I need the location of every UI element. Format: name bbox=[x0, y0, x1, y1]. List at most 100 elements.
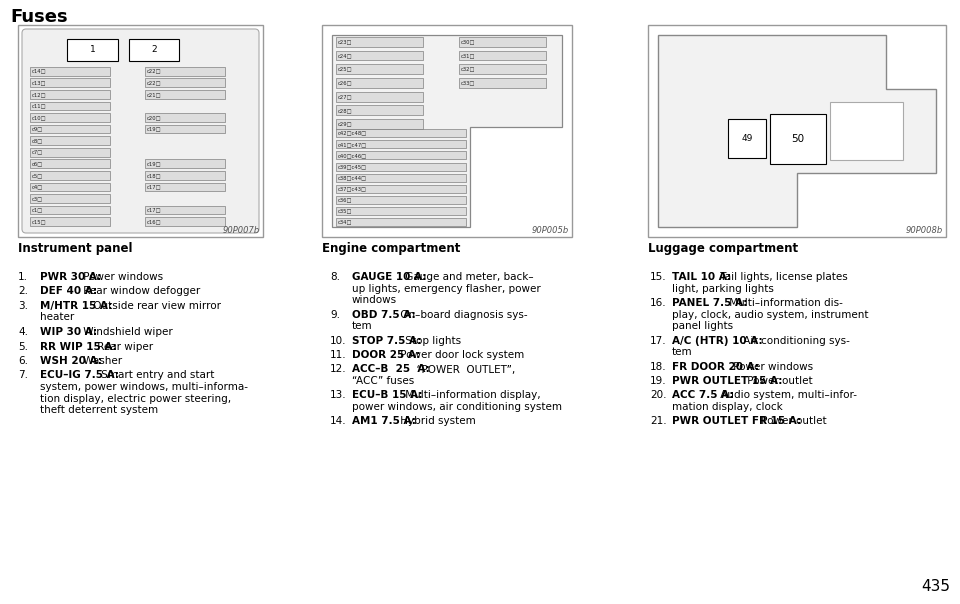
Text: c19□: c19□ bbox=[147, 161, 161, 166]
Text: 11.: 11. bbox=[330, 350, 347, 360]
Text: c21□: c21□ bbox=[147, 92, 161, 97]
Text: c32□: c32□ bbox=[461, 66, 475, 72]
Bar bbox=[336, 106, 423, 115]
Bar bbox=[459, 37, 546, 47]
Bar bbox=[336, 140, 466, 149]
Text: tem: tem bbox=[352, 321, 372, 331]
Bar bbox=[336, 78, 423, 88]
Text: “POWER  OUTLET”,: “POWER OUTLET”, bbox=[411, 364, 516, 374]
Bar bbox=[145, 217, 226, 226]
Text: Smart entry and start: Smart entry and start bbox=[99, 370, 215, 381]
Text: Power outlet: Power outlet bbox=[744, 376, 812, 386]
Bar bbox=[336, 129, 466, 137]
Text: DEF 40 A:: DEF 40 A: bbox=[40, 286, 97, 297]
Text: c7□: c7□ bbox=[32, 150, 43, 155]
Polygon shape bbox=[332, 35, 562, 227]
Text: play, clock, audio system, instrument: play, clock, audio system, instrument bbox=[672, 309, 869, 320]
Bar bbox=[30, 194, 110, 203]
Text: 4.: 4. bbox=[18, 327, 28, 337]
Text: A/C (HTR) 10 A:: A/C (HTR) 10 A: bbox=[672, 335, 762, 345]
Text: windows: windows bbox=[352, 295, 397, 305]
Text: c27□: c27□ bbox=[338, 94, 352, 99]
Text: 20.: 20. bbox=[650, 391, 666, 400]
Text: c22□: c22□ bbox=[147, 69, 161, 74]
Bar bbox=[30, 79, 110, 87]
Bar bbox=[30, 67, 110, 76]
Text: Power windows: Power windows bbox=[81, 272, 163, 282]
Text: c4□: c4□ bbox=[32, 184, 43, 190]
Bar bbox=[30, 182, 110, 191]
Text: c30□: c30□ bbox=[461, 39, 475, 44]
Bar bbox=[459, 51, 546, 60]
Text: up lights, emergency flasher, power: up lights, emergency flasher, power bbox=[352, 283, 540, 294]
Text: c36□: c36□ bbox=[338, 198, 352, 202]
Bar bbox=[336, 162, 466, 170]
Text: heater: heater bbox=[40, 312, 74, 323]
Text: RR WIP 15 A:: RR WIP 15 A: bbox=[40, 341, 117, 352]
Text: c34□: c34□ bbox=[338, 219, 352, 225]
Bar bbox=[145, 182, 226, 191]
Text: DOOR 25 A:: DOOR 25 A: bbox=[352, 350, 420, 360]
Polygon shape bbox=[658, 35, 936, 227]
Text: c14□: c14□ bbox=[32, 69, 47, 74]
Text: c11□: c11□ bbox=[32, 103, 47, 109]
Text: Gauge and meter, back–: Gauge and meter, back– bbox=[401, 272, 533, 282]
Text: c16□: c16□ bbox=[147, 219, 161, 224]
Text: PWR OUTLET 15 A:: PWR OUTLET 15 A: bbox=[672, 376, 782, 386]
Text: GAUGE 10 A:: GAUGE 10 A: bbox=[352, 272, 426, 282]
Text: TAIL 10 A:: TAIL 10 A: bbox=[672, 272, 732, 282]
Text: 1.: 1. bbox=[18, 272, 28, 282]
Text: 18.: 18. bbox=[650, 362, 666, 371]
Text: Engine compartment: Engine compartment bbox=[322, 242, 461, 255]
Text: Rear window defogger: Rear window defogger bbox=[81, 286, 201, 297]
Bar bbox=[145, 67, 226, 76]
Bar bbox=[145, 90, 226, 98]
Text: c33□: c33□ bbox=[461, 80, 475, 85]
Text: c29□: c29□ bbox=[338, 121, 352, 127]
Text: c20□: c20□ bbox=[147, 115, 161, 120]
Text: Hybrid system: Hybrid system bbox=[397, 417, 476, 426]
Bar bbox=[336, 64, 423, 74]
Polygon shape bbox=[830, 102, 902, 160]
Text: Windshield wiper: Windshield wiper bbox=[81, 327, 173, 337]
Text: 90P007b: 90P007b bbox=[223, 226, 260, 235]
Text: Multi–information display,: Multi–information display, bbox=[401, 391, 540, 400]
Text: c1□: c1□ bbox=[32, 208, 43, 213]
Text: c12□: c12□ bbox=[32, 92, 47, 97]
Text: OBD 7.5 A:: OBD 7.5 A: bbox=[352, 309, 416, 320]
Bar bbox=[336, 119, 423, 129]
Bar bbox=[145, 125, 226, 133]
Text: ECU–B 15 A:: ECU–B 15 A: bbox=[352, 391, 422, 400]
Text: 12.: 12. bbox=[330, 364, 347, 374]
Text: 435: 435 bbox=[921, 579, 950, 594]
Text: Fuses: Fuses bbox=[10, 8, 67, 26]
Bar bbox=[336, 196, 466, 204]
Text: 50: 50 bbox=[792, 133, 804, 144]
Text: c23□: c23□ bbox=[338, 39, 352, 44]
Bar bbox=[30, 113, 110, 122]
Text: PANEL 7.5 A:: PANEL 7.5 A: bbox=[672, 298, 748, 308]
Bar bbox=[336, 37, 423, 47]
Bar bbox=[336, 173, 466, 182]
Bar bbox=[30, 90, 110, 98]
Text: Power outlet: Power outlet bbox=[757, 417, 827, 426]
Text: c25□: c25□ bbox=[338, 66, 352, 72]
Text: c13□: c13□ bbox=[32, 80, 46, 85]
Text: system, power windows, multi–informa-: system, power windows, multi–informa- bbox=[40, 382, 248, 392]
Bar bbox=[145, 206, 226, 214]
Text: Air conditioning sys-: Air conditioning sys- bbox=[739, 335, 850, 345]
Text: c40□c46□: c40□c46□ bbox=[338, 153, 368, 158]
Text: c39□c45□: c39□c45□ bbox=[338, 164, 367, 169]
Bar bbox=[322, 25, 572, 237]
Bar bbox=[67, 39, 117, 61]
Text: 9.: 9. bbox=[330, 309, 340, 320]
FancyBboxPatch shape bbox=[22, 29, 259, 233]
Text: 14.: 14. bbox=[330, 417, 347, 426]
Text: 21.: 21. bbox=[650, 417, 666, 426]
Text: 7.: 7. bbox=[18, 370, 28, 381]
Text: c3□: c3□ bbox=[32, 196, 43, 201]
Text: ACC–B  25  A:: ACC–B 25 A: bbox=[352, 364, 430, 374]
Text: tem: tem bbox=[672, 347, 692, 357]
Text: Outside rear view mirror: Outside rear view mirror bbox=[89, 301, 221, 311]
Text: c5□: c5□ bbox=[32, 173, 43, 178]
